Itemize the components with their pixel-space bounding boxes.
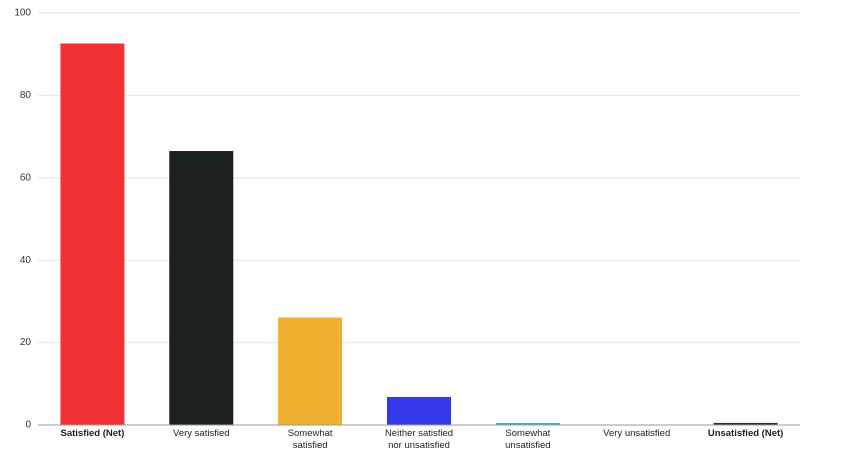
bar xyxy=(495,422,560,425)
y-tick-label: 0 xyxy=(25,420,31,431)
x-tick-label: Neither satisfied xyxy=(385,428,453,439)
y-tick-label: 80 xyxy=(20,90,32,101)
y-tick-label: 60 xyxy=(20,172,32,183)
y-tick-label: 100 xyxy=(14,8,31,19)
x-tick-label: nor unsatisfied xyxy=(388,440,450,451)
bar xyxy=(169,151,234,425)
y-axis-ticks: 0 20 40 60 80 100 xyxy=(14,8,31,431)
x-tick-label: satisfied xyxy=(293,440,328,451)
bar xyxy=(713,422,778,425)
bar xyxy=(278,317,343,425)
bars xyxy=(60,43,778,425)
x-axis-labels: Satisfied (Net) Very satisfied Somewhatsat… xyxy=(60,428,783,451)
bar xyxy=(387,396,451,425)
bar xyxy=(60,43,125,425)
x-tick-label: Very unsatisfied xyxy=(603,428,670,439)
x-tick-label: unsatisfied xyxy=(505,440,550,451)
gridlines xyxy=(38,12,800,344)
y-tick-label: 20 xyxy=(20,337,32,348)
x-tick-label: Satisfied (Net) xyxy=(60,428,124,439)
x-tick-label: Very satisfied xyxy=(173,428,230,439)
y-tick-label: 40 xyxy=(20,255,32,266)
x-tick-label: Somewhat xyxy=(505,428,550,439)
x-tick-label: Somewhat xyxy=(288,428,333,439)
x-tick-label: Unsatisfied (Net) xyxy=(708,428,783,439)
